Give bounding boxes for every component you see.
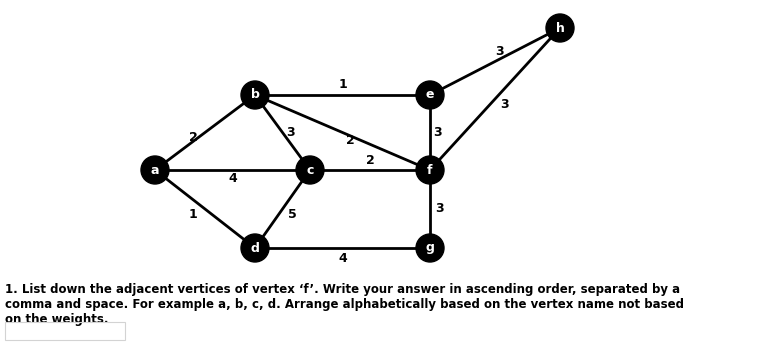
Text: 4: 4 [338,251,347,264]
Text: 2: 2 [366,154,374,167]
Circle shape [416,81,444,109]
Text: g: g [426,241,434,254]
Text: h: h [555,22,564,35]
Circle shape [241,81,269,109]
Text: 3: 3 [501,97,510,110]
Text: 1. List down the adjacent vertices of vertex ‘f’. Write your answer in ascending: 1. List down the adjacent vertices of ve… [5,283,684,326]
Text: 3: 3 [436,202,444,215]
Bar [5,322,125,340]
Circle shape [416,234,444,262]
Circle shape [241,234,269,262]
Text: 3: 3 [286,126,295,139]
Circle shape [546,14,574,42]
Text: 1: 1 [188,208,198,221]
Text: 5: 5 [288,208,297,221]
Circle shape [416,156,444,184]
Text: 3: 3 [433,126,443,139]
Text: e: e [426,89,434,102]
Text: 2: 2 [346,134,355,147]
Text: d: d [251,241,259,254]
Circle shape [296,156,324,184]
Circle shape [141,156,169,184]
Text: 2: 2 [188,131,198,144]
Text: b: b [251,89,259,102]
Text: 4: 4 [228,171,237,184]
Text: 1: 1 [338,79,347,92]
Text: a: a [151,163,159,176]
Text: 3: 3 [496,45,504,58]
Text: f: f [427,163,433,176]
Text: c: c [307,163,314,176]
